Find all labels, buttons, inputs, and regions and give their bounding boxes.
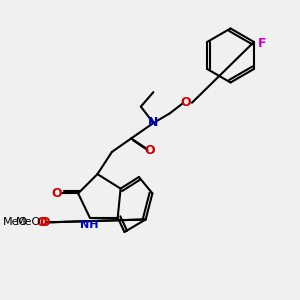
Text: O: O xyxy=(144,145,155,158)
Text: O: O xyxy=(52,187,62,200)
Text: NH: NH xyxy=(80,220,99,230)
Text: O: O xyxy=(181,96,191,109)
Text: MeO: MeO xyxy=(3,217,28,227)
Text: O: O xyxy=(39,216,50,229)
Text: F: F xyxy=(258,38,266,50)
Text: O: O xyxy=(36,216,47,229)
Text: MeO: MeO xyxy=(15,217,41,227)
Text: N: N xyxy=(148,116,159,128)
